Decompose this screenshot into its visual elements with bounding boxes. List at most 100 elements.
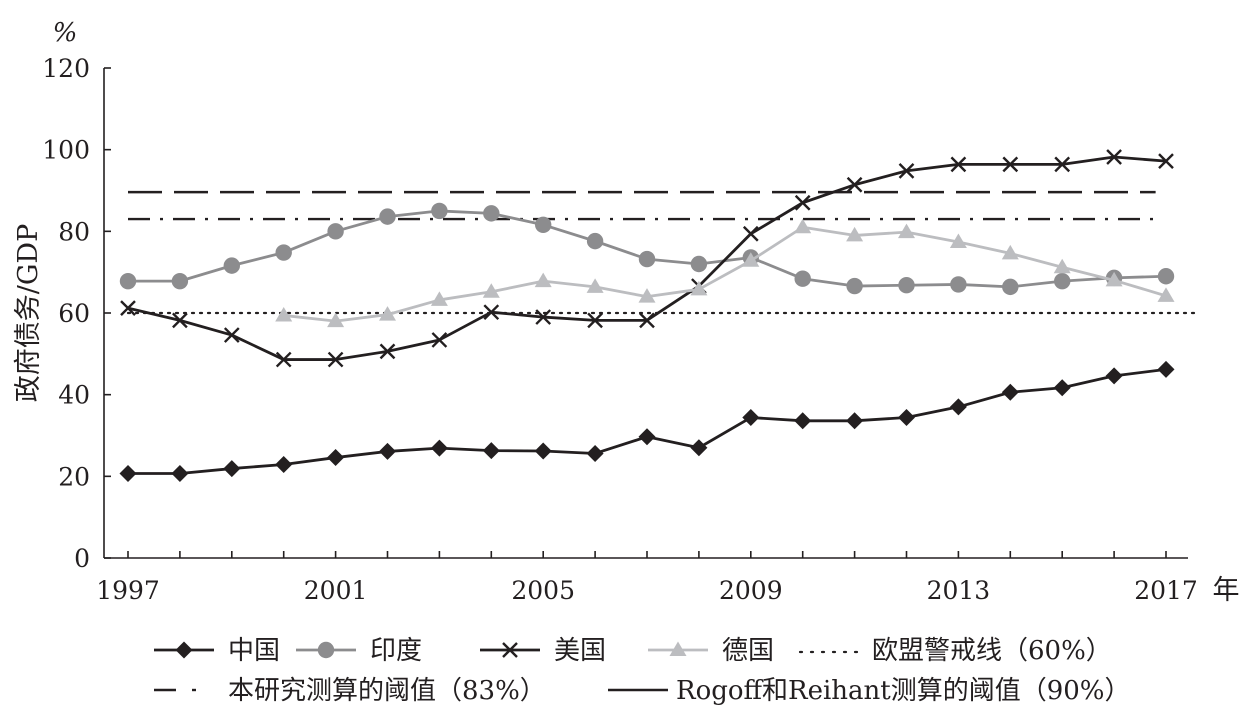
legend-item-rogoff: Rogoff和Reihant测算的阈值（90%） — [608, 676, 1131, 706]
legend-label: 印度 — [370, 636, 422, 666]
triangle-marker — [794, 218, 812, 234]
y-tick-label: 100 — [42, 136, 90, 165]
x-marker — [639, 312, 655, 329]
diamond-marker — [175, 641, 193, 659]
diamond-marker — [949, 398, 967, 416]
series-美国 — [120, 149, 1174, 368]
y-tick-label: 80 — [58, 217, 90, 246]
circle-marker — [690, 255, 708, 273]
x-marker — [275, 351, 292, 368]
y-tick-label: 0 — [74, 544, 90, 573]
circle-marker — [535, 216, 552, 233]
y-tick-label: 40 — [58, 381, 90, 410]
series-line — [283, 225, 1167, 323]
legend: 中国 印度 美国 德国 欧盟警戒线（60%） 本研究测算的阈值（83%） Rogoff和Re… — [154, 636, 1131, 706]
x-marker — [1054, 156, 1071, 173]
triangle-marker — [379, 306, 396, 321]
triangle-marker — [534, 272, 552, 288]
triangle-marker — [846, 226, 864, 242]
circle-marker — [379, 208, 396, 225]
x-marker — [327, 351, 344, 368]
x-marker — [587, 312, 603, 329]
diamond-marker — [846, 412, 864, 430]
x-marker — [223, 327, 240, 343]
diamond-marker — [586, 444, 604, 462]
x-marker — [1106, 149, 1122, 165]
x-marker — [502, 642, 518, 658]
x-marker — [950, 156, 967, 173]
diamond-marker — [690, 439, 708, 457]
circle-marker — [950, 276, 967, 293]
x-marker — [431, 332, 448, 348]
x-marker — [742, 225, 759, 242]
circle-marker — [317, 641, 335, 659]
diamond-marker — [794, 412, 812, 430]
diamond-marker — [119, 464, 137, 482]
triangle-marker — [430, 291, 448, 306]
circle-marker — [171, 272, 189, 290]
diamond-marker — [430, 439, 448, 457]
triangle-marker — [690, 280, 708, 296]
x-marker — [794, 194, 811, 211]
y-unit-label: % — [53, 18, 78, 48]
diamond-marker — [379, 442, 396, 460]
legend-label: 中国 — [228, 636, 280, 666]
triangle-marker — [586, 278, 604, 293]
circle-marker — [586, 232, 604, 250]
circle-marker — [1157, 268, 1175, 285]
triangle-marker — [1157, 287, 1175, 302]
legend-label: 美国 — [554, 636, 606, 666]
y-tick-label: 120 — [42, 54, 90, 83]
triangle-marker — [669, 641, 687, 656]
circle-marker — [846, 277, 863, 295]
circle-marker — [1054, 272, 1071, 290]
circle-marker — [275, 244, 292, 261]
x-marker — [120, 300, 136, 316]
series-中国 — [119, 360, 1175, 482]
legend-label: 德国 — [722, 636, 774, 666]
x-marker — [1158, 153, 1174, 169]
diamond-marker — [327, 449, 345, 467]
x-tick-label: 2005 — [511, 576, 575, 605]
legend-label: 欧盟警戒线（60%） — [872, 636, 1112, 666]
circle-marker — [1002, 278, 1019, 296]
diamond-marker — [482, 442, 500, 460]
reference-lines — [126, 190, 1199, 315]
x-marker — [535, 309, 552, 325]
diamond-marker — [171, 464, 189, 482]
circle-marker — [898, 277, 915, 294]
x-tick-label: 2001 — [304, 576, 368, 605]
diamond-marker — [1157, 360, 1175, 378]
triangle-marker — [742, 252, 760, 267]
diamond-marker — [1105, 367, 1123, 385]
diamond-marker — [1001, 383, 1019, 401]
triangle-marker — [482, 283, 500, 298]
x-tick-label: 1997 — [96, 576, 160, 605]
series-layer — [119, 149, 1175, 482]
triangle-marker — [275, 306, 293, 322]
diamond-marker — [223, 460, 241, 478]
axes: 0 20 40 60 80 100 120% 政府债务/GDP 1997 2001 2005 2009… — [13, 18, 1240, 606]
x-tick-label: 2013 — [927, 576, 991, 605]
triangle-marker — [1001, 244, 1019, 260]
triangle-marker — [898, 223, 915, 239]
diamond-marker — [742, 409, 760, 427]
series-印度 — [119, 202, 1175, 296]
x-marker — [898, 163, 915, 179]
x-tick-label: 2009 — [719, 576, 783, 605]
x-marker — [1002, 156, 1019, 173]
circle-marker — [431, 202, 448, 220]
circle-marker — [223, 257, 240, 274]
legend-label: 本研究测算的阈值（83%） — [228, 676, 546, 706]
triangle-marker — [327, 312, 345, 328]
x-marker — [172, 312, 188, 329]
diamond-marker — [1053, 379, 1071, 397]
x-marker — [846, 176, 863, 193]
triangle-marker — [1105, 271, 1123, 287]
y-tick-label: 20 — [58, 462, 90, 491]
circle-marker — [638, 250, 656, 268]
series-德国 — [275, 218, 1175, 328]
circle-marker — [119, 272, 137, 290]
triangle-marker — [638, 288, 656, 303]
